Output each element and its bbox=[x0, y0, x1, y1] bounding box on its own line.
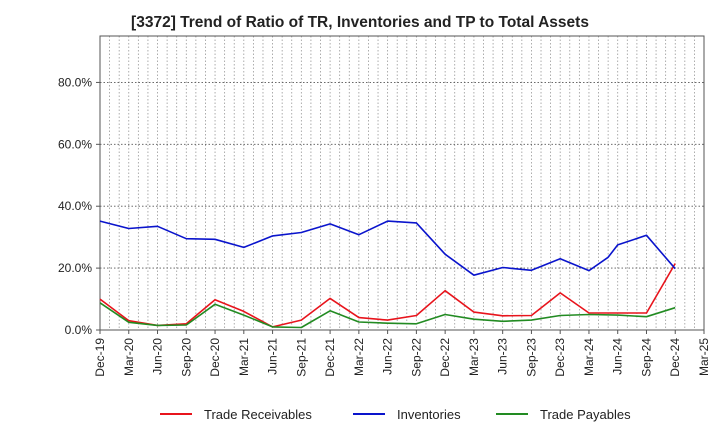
legend-label: Inventories bbox=[397, 407, 461, 422]
x-tick-label: Dec-21 bbox=[323, 338, 337, 377]
x-tick-label: Mar-25 bbox=[697, 338, 711, 376]
x-tick-label: Sep-24 bbox=[639, 338, 653, 377]
y-tick-label: 80.0% bbox=[58, 75, 92, 89]
x-tick-label: Jun-23 bbox=[496, 338, 510, 375]
y-tick-label: 0.0% bbox=[65, 323, 93, 337]
y-tick-label: 60.0% bbox=[58, 137, 92, 151]
x-tick-label: Jun-20 bbox=[151, 338, 165, 375]
x-tick-label: Sep-20 bbox=[179, 338, 193, 377]
x-tick-label: Jun-21 bbox=[266, 338, 280, 375]
x-tick-label: Jun-22 bbox=[381, 338, 395, 375]
y-axis: 0.0% 20.0% 40.0% 60.0% 80.0% bbox=[58, 75, 100, 337]
x-tick-label: Mar-20 bbox=[122, 338, 136, 376]
x-tick-label: Dec-20 bbox=[208, 338, 222, 377]
x-tick-label: Dec-22 bbox=[438, 338, 452, 377]
series-lines bbox=[99, 220, 676, 329]
plot-frame bbox=[99, 35, 705, 331]
x-tick-label: Dec-23 bbox=[553, 338, 567, 377]
chart-title: [3372] Trend of Ratio of TR, Inventories… bbox=[131, 14, 589, 31]
x-tick-label: Dec-19 bbox=[93, 338, 107, 377]
x-tick-label: Sep-22 bbox=[409, 338, 423, 377]
series-line-trade-payables bbox=[99, 302, 676, 329]
legend-label: Trade Receivables bbox=[204, 407, 312, 422]
legend: Trade Receivables Inventories Trade Payabl… bbox=[160, 407, 631, 422]
x-tick-label: Mar-24 bbox=[582, 338, 596, 376]
series-line-inventories bbox=[99, 220, 676, 277]
x-tick-label: Jun-24 bbox=[611, 338, 625, 375]
y-tick-label: 20.0% bbox=[58, 261, 92, 275]
x-tick-label: Mar-23 bbox=[467, 338, 481, 376]
x-tick-label: Dec-24 bbox=[668, 338, 682, 377]
legend-label: Trade Payables bbox=[540, 407, 631, 422]
x-tick-label: Sep-21 bbox=[294, 338, 308, 377]
x-tick-label: Sep-23 bbox=[524, 338, 538, 377]
x-axis: Dec-19 Mar-20 Jun-20 Sep-20 Dec-20 Mar-21 Jun-… bbox=[93, 330, 711, 377]
y-tick-label: 40.0% bbox=[58, 199, 92, 213]
series-line-trade-receivables bbox=[99, 263, 676, 328]
gridlines bbox=[99, 36, 705, 330]
x-tick-label: Mar-22 bbox=[352, 338, 366, 376]
x-tick-label: Mar-21 bbox=[237, 338, 251, 376]
